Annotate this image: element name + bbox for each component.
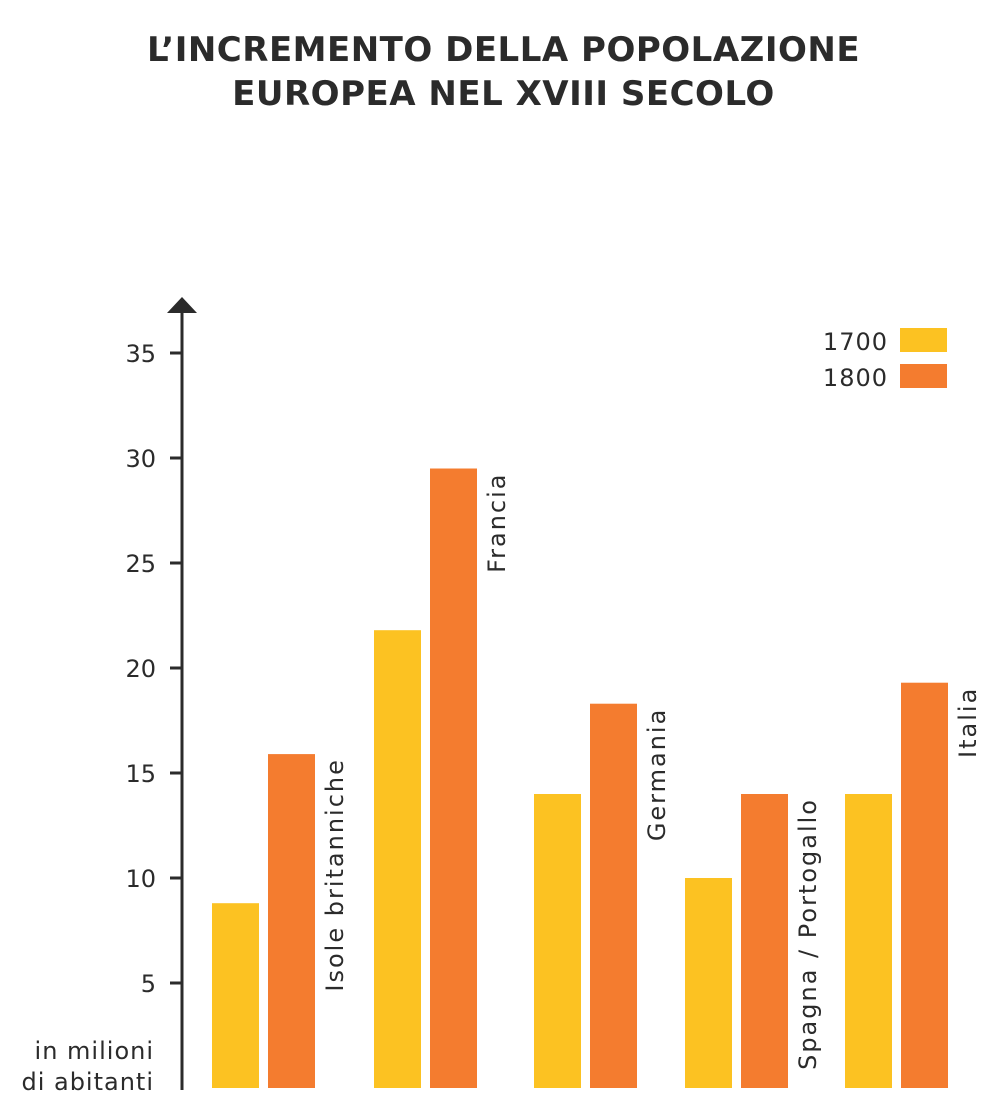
- bar-1800-2: [590, 703, 637, 1088]
- bar-1700-4: [845, 794, 892, 1088]
- category-label: Italia: [954, 687, 982, 758]
- y-tick-label: 25: [125, 550, 156, 578]
- labels-layer: Isole britanniche Francia Germania Spagna /…: [321, 473, 982, 1070]
- category-label: Spagna / Portogallo: [794, 798, 822, 1070]
- legend-label-1700: 1700: [823, 328, 888, 356]
- legend-swatch-1800: [900, 364, 947, 388]
- bar-1800-0: [268, 754, 315, 1088]
- y-tick-label: 35: [125, 340, 156, 368]
- y-tick-label: 10: [125, 865, 156, 893]
- y-tick-label: 5: [141, 970, 156, 998]
- y-tick-label: 15: [125, 760, 156, 788]
- chart-title-line-1: L’INCREMENTO DELLA POPOLAZIONE: [146, 30, 861, 70]
- bar-1700-2: [534, 794, 581, 1088]
- category-label: Germania: [643, 708, 671, 841]
- bar-1800-1: [430, 468, 477, 1088]
- chart-title-line-2: EUROPEA NEL XVIII SECOLO: [232, 74, 775, 114]
- category-label: Francia: [483, 473, 511, 573]
- bar-1800-3: [741, 794, 788, 1088]
- bar-1700-3: [685, 878, 732, 1088]
- y-axis-arrow-icon: [167, 297, 197, 313]
- legend: 1700 1800: [823, 328, 947, 392]
- legend-swatch-1700: [900, 328, 947, 352]
- axis-layer: [167, 297, 197, 1090]
- y-axis-unit-line-1: in milioni: [35, 1037, 154, 1065]
- bar-1800-4: [901, 682, 948, 1088]
- y-tick-label: 20: [125, 655, 156, 683]
- ticks-layer: 5 10 15 20 25 30 35: [125, 340, 182, 998]
- bar-1700-1: [374, 630, 421, 1088]
- y-tick-label: 30: [125, 445, 156, 473]
- y-axis-unit-line-2: di abitanti: [21, 1068, 154, 1096]
- legend-label-1800: 1800: [823, 364, 888, 392]
- category-label: Isole britanniche: [321, 758, 349, 991]
- bar-1700-0: [212, 903, 259, 1088]
- chart-title: L’INCREMENTO DELLA POPOLAZIONE EUROPEA N…: [0, 28, 1007, 116]
- bars-layer: [212, 468, 948, 1088]
